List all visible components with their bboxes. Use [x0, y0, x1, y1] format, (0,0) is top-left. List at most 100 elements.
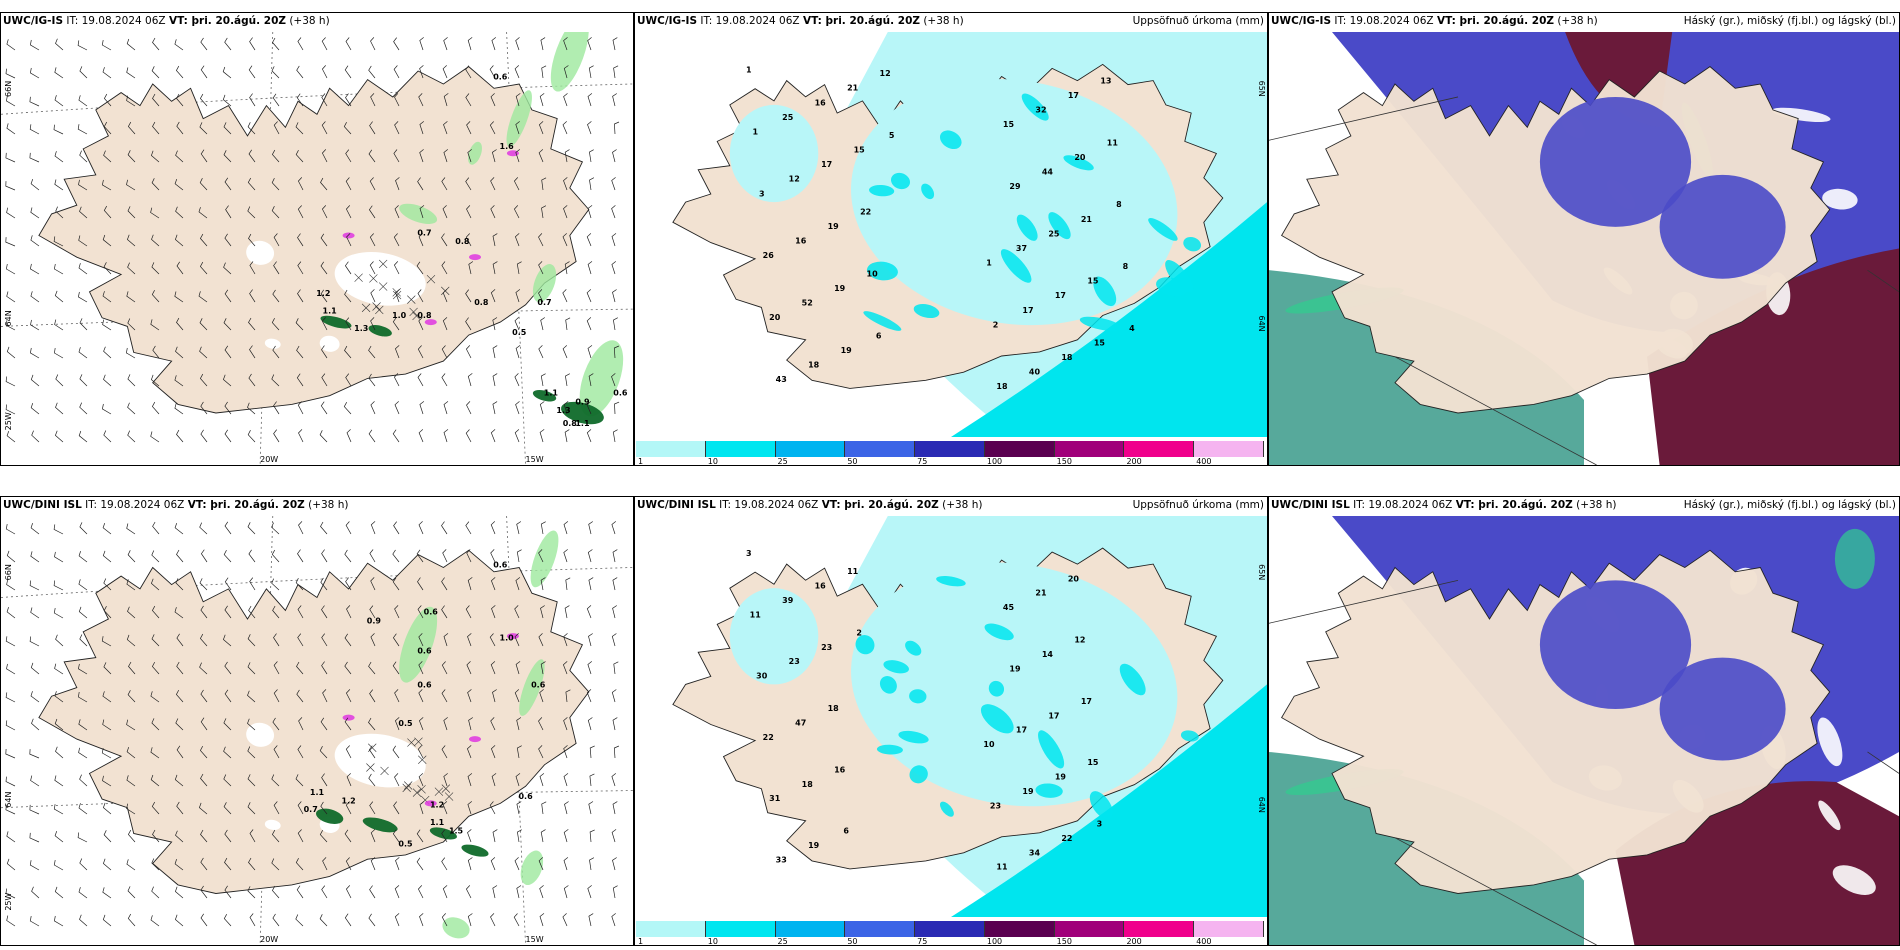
panel-row1-wind [0, 12, 634, 466]
value-label: 21 [847, 84, 859, 93]
iceland-land [38, 549, 590, 894]
precip-area [890, 172, 910, 190]
value-label: 20 [1068, 574, 1080, 583]
value-label: 19 [834, 284, 846, 293]
value-label: 22 [763, 733, 774, 742]
precip-map-canvas: 3101123301122453119331739192334472118141… [635, 516, 1267, 917]
value-label: 1.0 [392, 311, 407, 320]
value-label: 0.6 [424, 608, 439, 617]
header-vt: þri. 20.ágú. 20Z [1455, 15, 1555, 27]
value-label: 18 [828, 704, 840, 713]
precip-area [913, 304, 940, 319]
value-label: 2 [993, 320, 999, 329]
glacier-area [264, 819, 281, 830]
header-model: UWC/IG-IS [3, 15, 64, 27]
mid-cloud-area [1659, 174, 1786, 279]
latitude-label: 65N [1257, 564, 1266, 580]
value-label: 0.9 [575, 397, 590, 406]
precip-map: 3 10 11 23 30 11 22 45 31 19 33 17 39 19 23 34 47 21 18 14 1… [635, 516, 1267, 917]
colorbar-tick-label: 10 [707, 457, 718, 466]
colorbar-tick-label: 50 [847, 937, 858, 946]
colorbar-swatch [915, 921, 985, 937]
latitude-label: 64N [1257, 797, 1266, 813]
value-label: 23 [789, 657, 800, 666]
precip-area [905, 640, 922, 656]
precip-area [988, 680, 1005, 697]
value-label: 17 [821, 160, 832, 169]
value-label: 4 [1129, 324, 1135, 333]
heavy-precip-area [368, 325, 392, 337]
value-label: 2 [856, 628, 862, 637]
wind-map-canvas: 0.6 0.9 0.6 1.0 0.6 0.6 0.6 0.5 0.7 1.1 1.2 0.5 1.2 0… [1, 516, 633, 945]
colorbar-swatch [705, 921, 776, 937]
panel-row2-precip [634, 496, 1268, 946]
precip-area [442, 917, 470, 939]
value-label: 0.8 [455, 237, 470, 246]
precip-area [520, 850, 544, 886]
clear-sky-area [1818, 800, 1841, 831]
longitude-label: 20W [260, 455, 278, 464]
value-label: 18 [802, 780, 814, 789]
colorbar-swatch [845, 921, 916, 937]
colorbar-tick-label: 200 [1126, 457, 1142, 466]
value-label: 23 [821, 643, 832, 652]
heavy-precip-area [362, 817, 398, 833]
value-label: 0.9 [367, 616, 382, 625]
value-label: 1.2 [316, 289, 330, 298]
header-model: UWC/DINI ISL [3, 499, 82, 511]
wind-map: 0.6 0.9 0.6 1.0 0.6 0.6 0.6 0.5 0.7 1.1 1.2 0.5 1.2 0… [1, 516, 633, 945]
value-label: 1.2 [342, 796, 356, 805]
precip-area [1000, 249, 1032, 283]
value-label: 26 [763, 251, 775, 260]
clear-sky-area [1817, 717, 1843, 767]
value-label: 34 [1029, 848, 1041, 857]
value-label: 43 [776, 375, 787, 384]
value-label: 1 [752, 127, 758, 136]
intense-precip-area [469, 736, 481, 743]
precip-area [1063, 155, 1094, 171]
value-label: 1.3 [354, 324, 368, 333]
value-label: 0.5 [398, 839, 413, 848]
value-label: 17 [1068, 91, 1079, 100]
longitude-label: 15W [526, 455, 544, 464]
header-vt: þri. 20.ágú. 20Z [840, 499, 939, 511]
panel-field-title: Uppsöfnuð úrkoma (mm) [1132, 499, 1264, 511]
colorbar-swatch [845, 441, 916, 457]
value-label: 1.1 [575, 419, 590, 428]
precip-area [876, 744, 903, 755]
value-label: 0.8 [417, 311, 432, 320]
value-label: 0.6 [518, 792, 533, 801]
value-label: 22 [1061, 834, 1072, 843]
header-lead: (+38 h) [304, 499, 349, 511]
colorbar-swatch [705, 441, 776, 457]
value-label: 17 [1016, 726, 1027, 735]
precip-area [921, 183, 935, 200]
precip-area [1165, 260, 1194, 293]
precip-area [1089, 791, 1113, 820]
value-label: 0.7 [417, 229, 431, 238]
intense-precip-area [506, 150, 519, 157]
value-label: 44 [1042, 167, 1054, 176]
header-it: IT: 19.08.2024 06Z [81, 499, 188, 511]
latitude-label: 64N [4, 792, 13, 808]
precip-area [1048, 212, 1071, 240]
header-vt-label: VT: [168, 15, 188, 27]
header-model: UWC/IG-IS [637, 15, 698, 27]
intense-precip-area [342, 714, 355, 721]
precip-area [1180, 730, 1199, 742]
value-label: 0.6 [417, 681, 432, 690]
value-label: 3 [759, 189, 765, 198]
value-label: 1.1 [544, 389, 559, 398]
value-label: 6 [876, 331, 882, 340]
latitude-label: 25W [4, 412, 13, 430]
value-label: 0.6 [531, 681, 546, 690]
value-label: 0.5 [512, 328, 527, 337]
precip-area [879, 676, 897, 694]
colorbar-tick-label: 200 [1126, 937, 1142, 946]
panel-header: UWC/IG-IS IT: 19.08.2024 06Z VT: þri. 20… [637, 15, 964, 27]
colorbar-tick-label: 75 [917, 937, 928, 946]
precip-area [399, 606, 438, 683]
value-label: 0.8 [474, 298, 489, 307]
value-label: 16 [795, 237, 807, 246]
intense-precip-area [424, 800, 437, 807]
